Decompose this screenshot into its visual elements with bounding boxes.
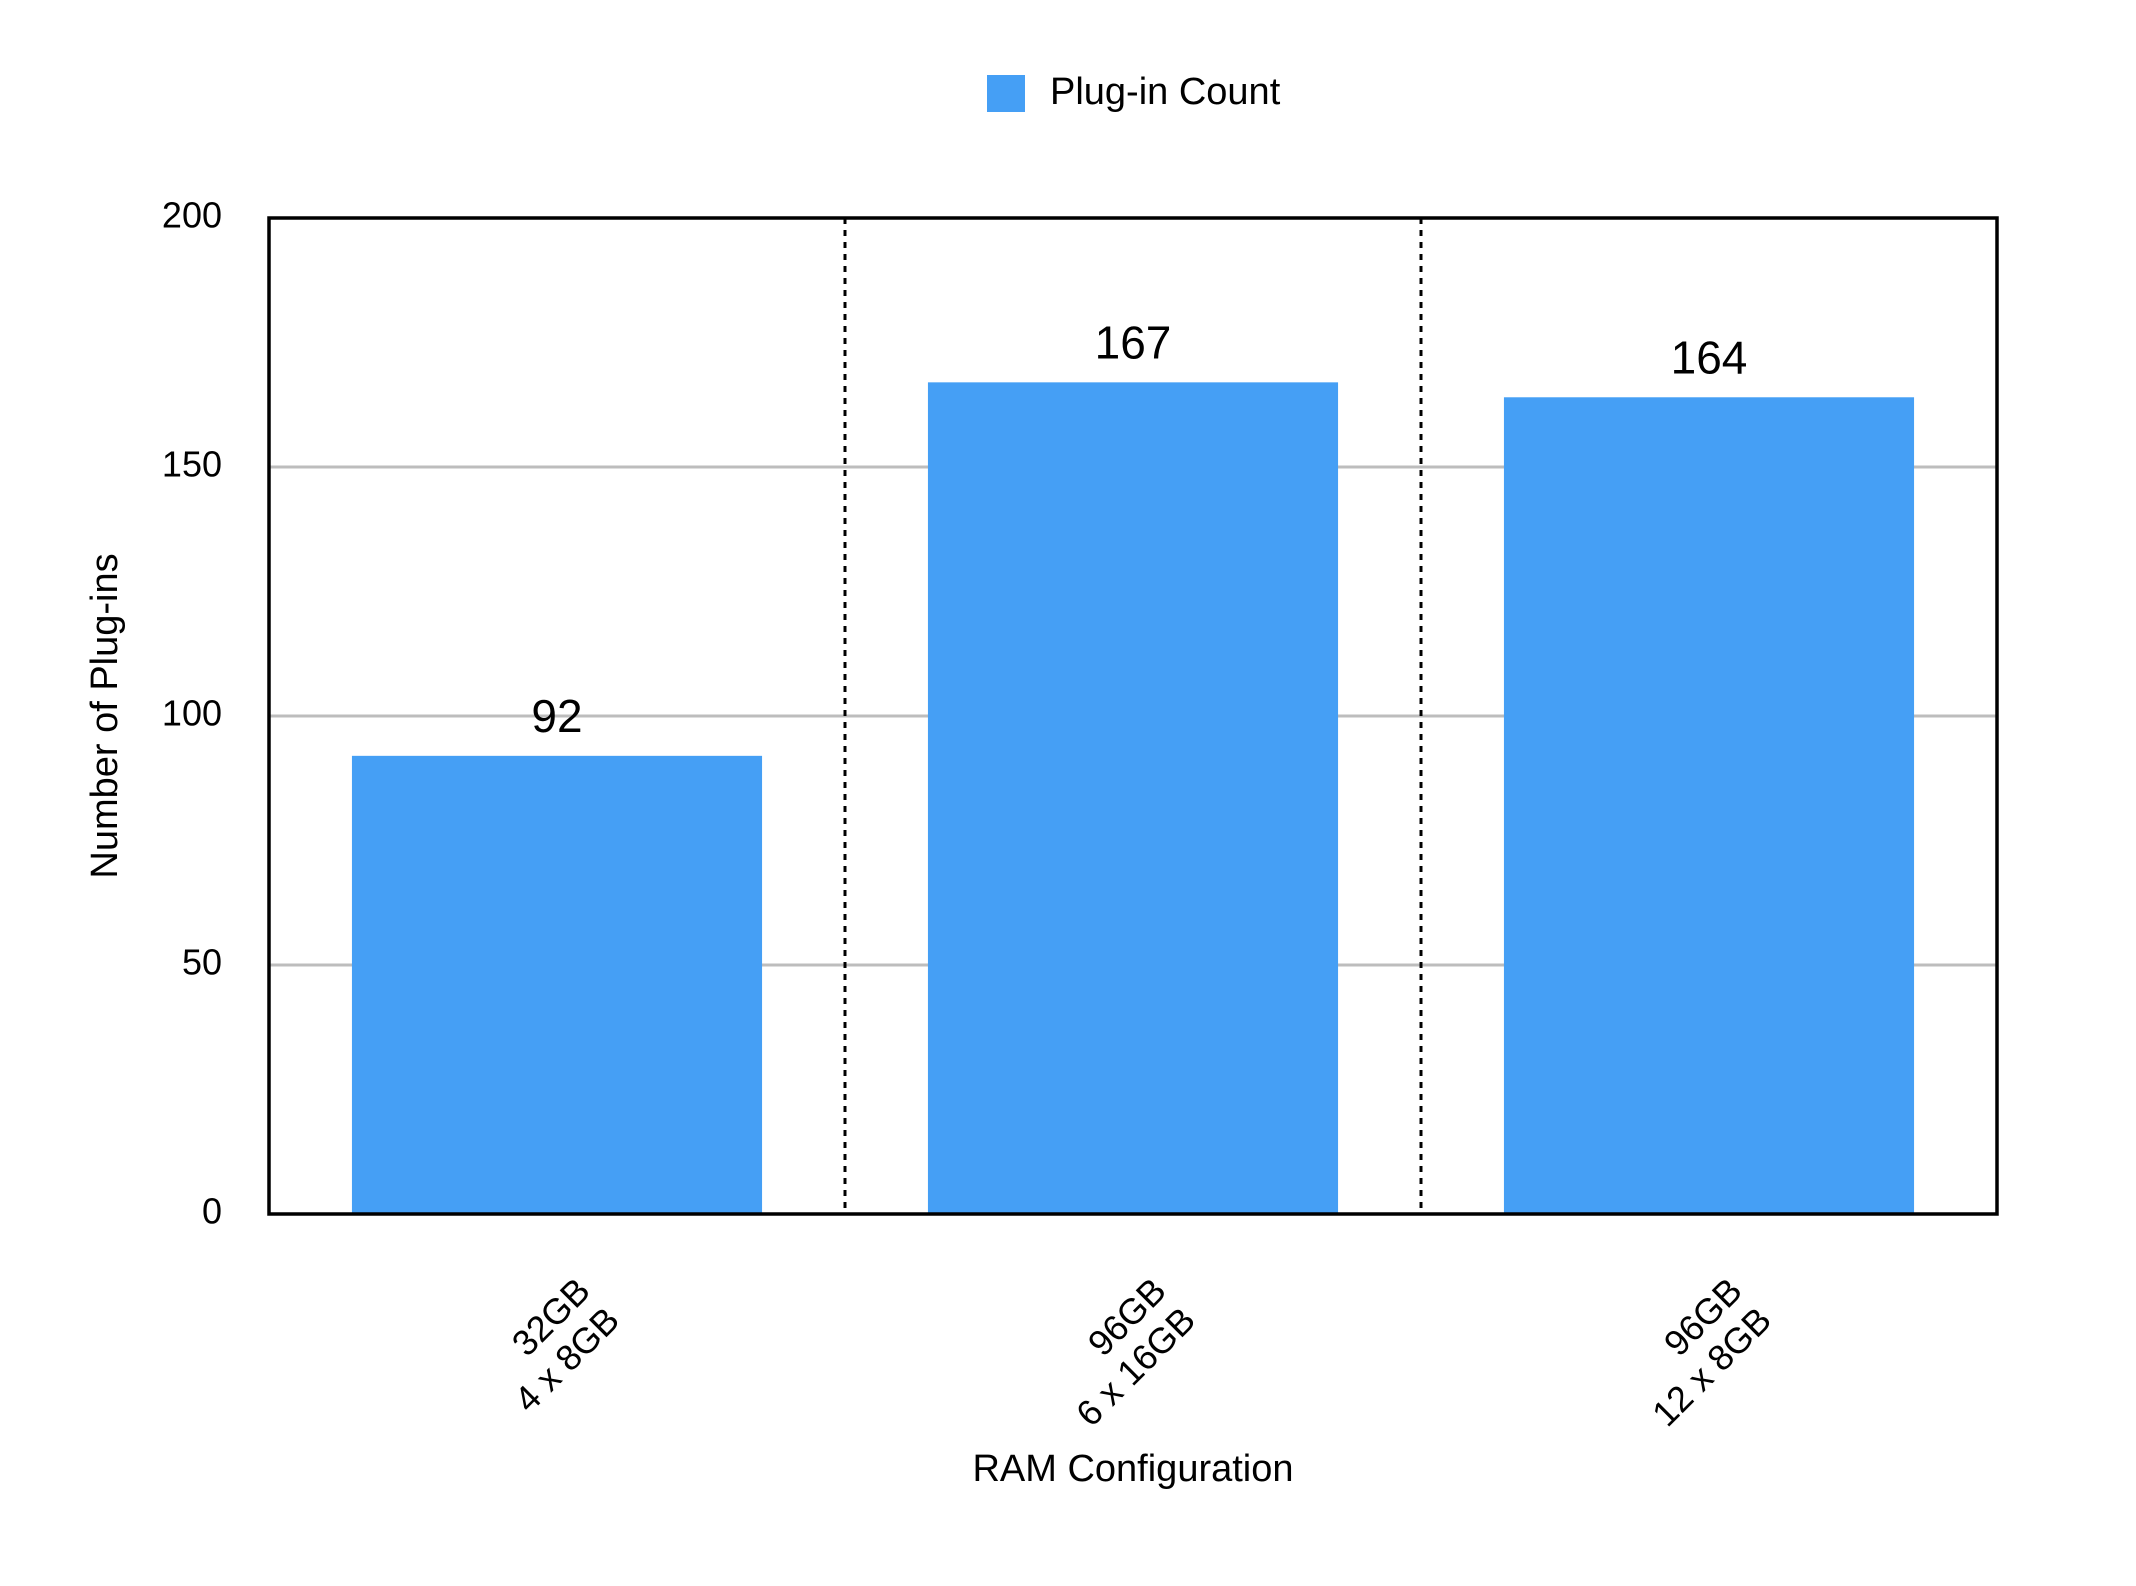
value-label: 167 — [1095, 316, 1172, 368]
bar — [927, 382, 1339, 1215]
value-label: 164 — [1671, 331, 1748, 383]
y-tick-label: 100 — [162, 693, 222, 734]
bar — [351, 755, 763, 1214]
value-label: 92 — [531, 690, 582, 742]
y-tick-label: 150 — [162, 444, 222, 485]
legend-label: Plug-in Count — [1050, 71, 1281, 113]
legend-swatch — [987, 75, 1025, 112]
x-axis-title: RAM Configuration — [972, 1448, 1293, 1490]
bar — [1503, 397, 1915, 1214]
y-tick-label: 200 — [162, 195, 222, 236]
y-tick-label: 0 — [202, 1191, 222, 1232]
y-axis-title: Number of Plug-ins — [84, 553, 126, 878]
y-tick-label: 50 — [182, 942, 222, 983]
plot-frame — [267, 216, 1999, 1216]
